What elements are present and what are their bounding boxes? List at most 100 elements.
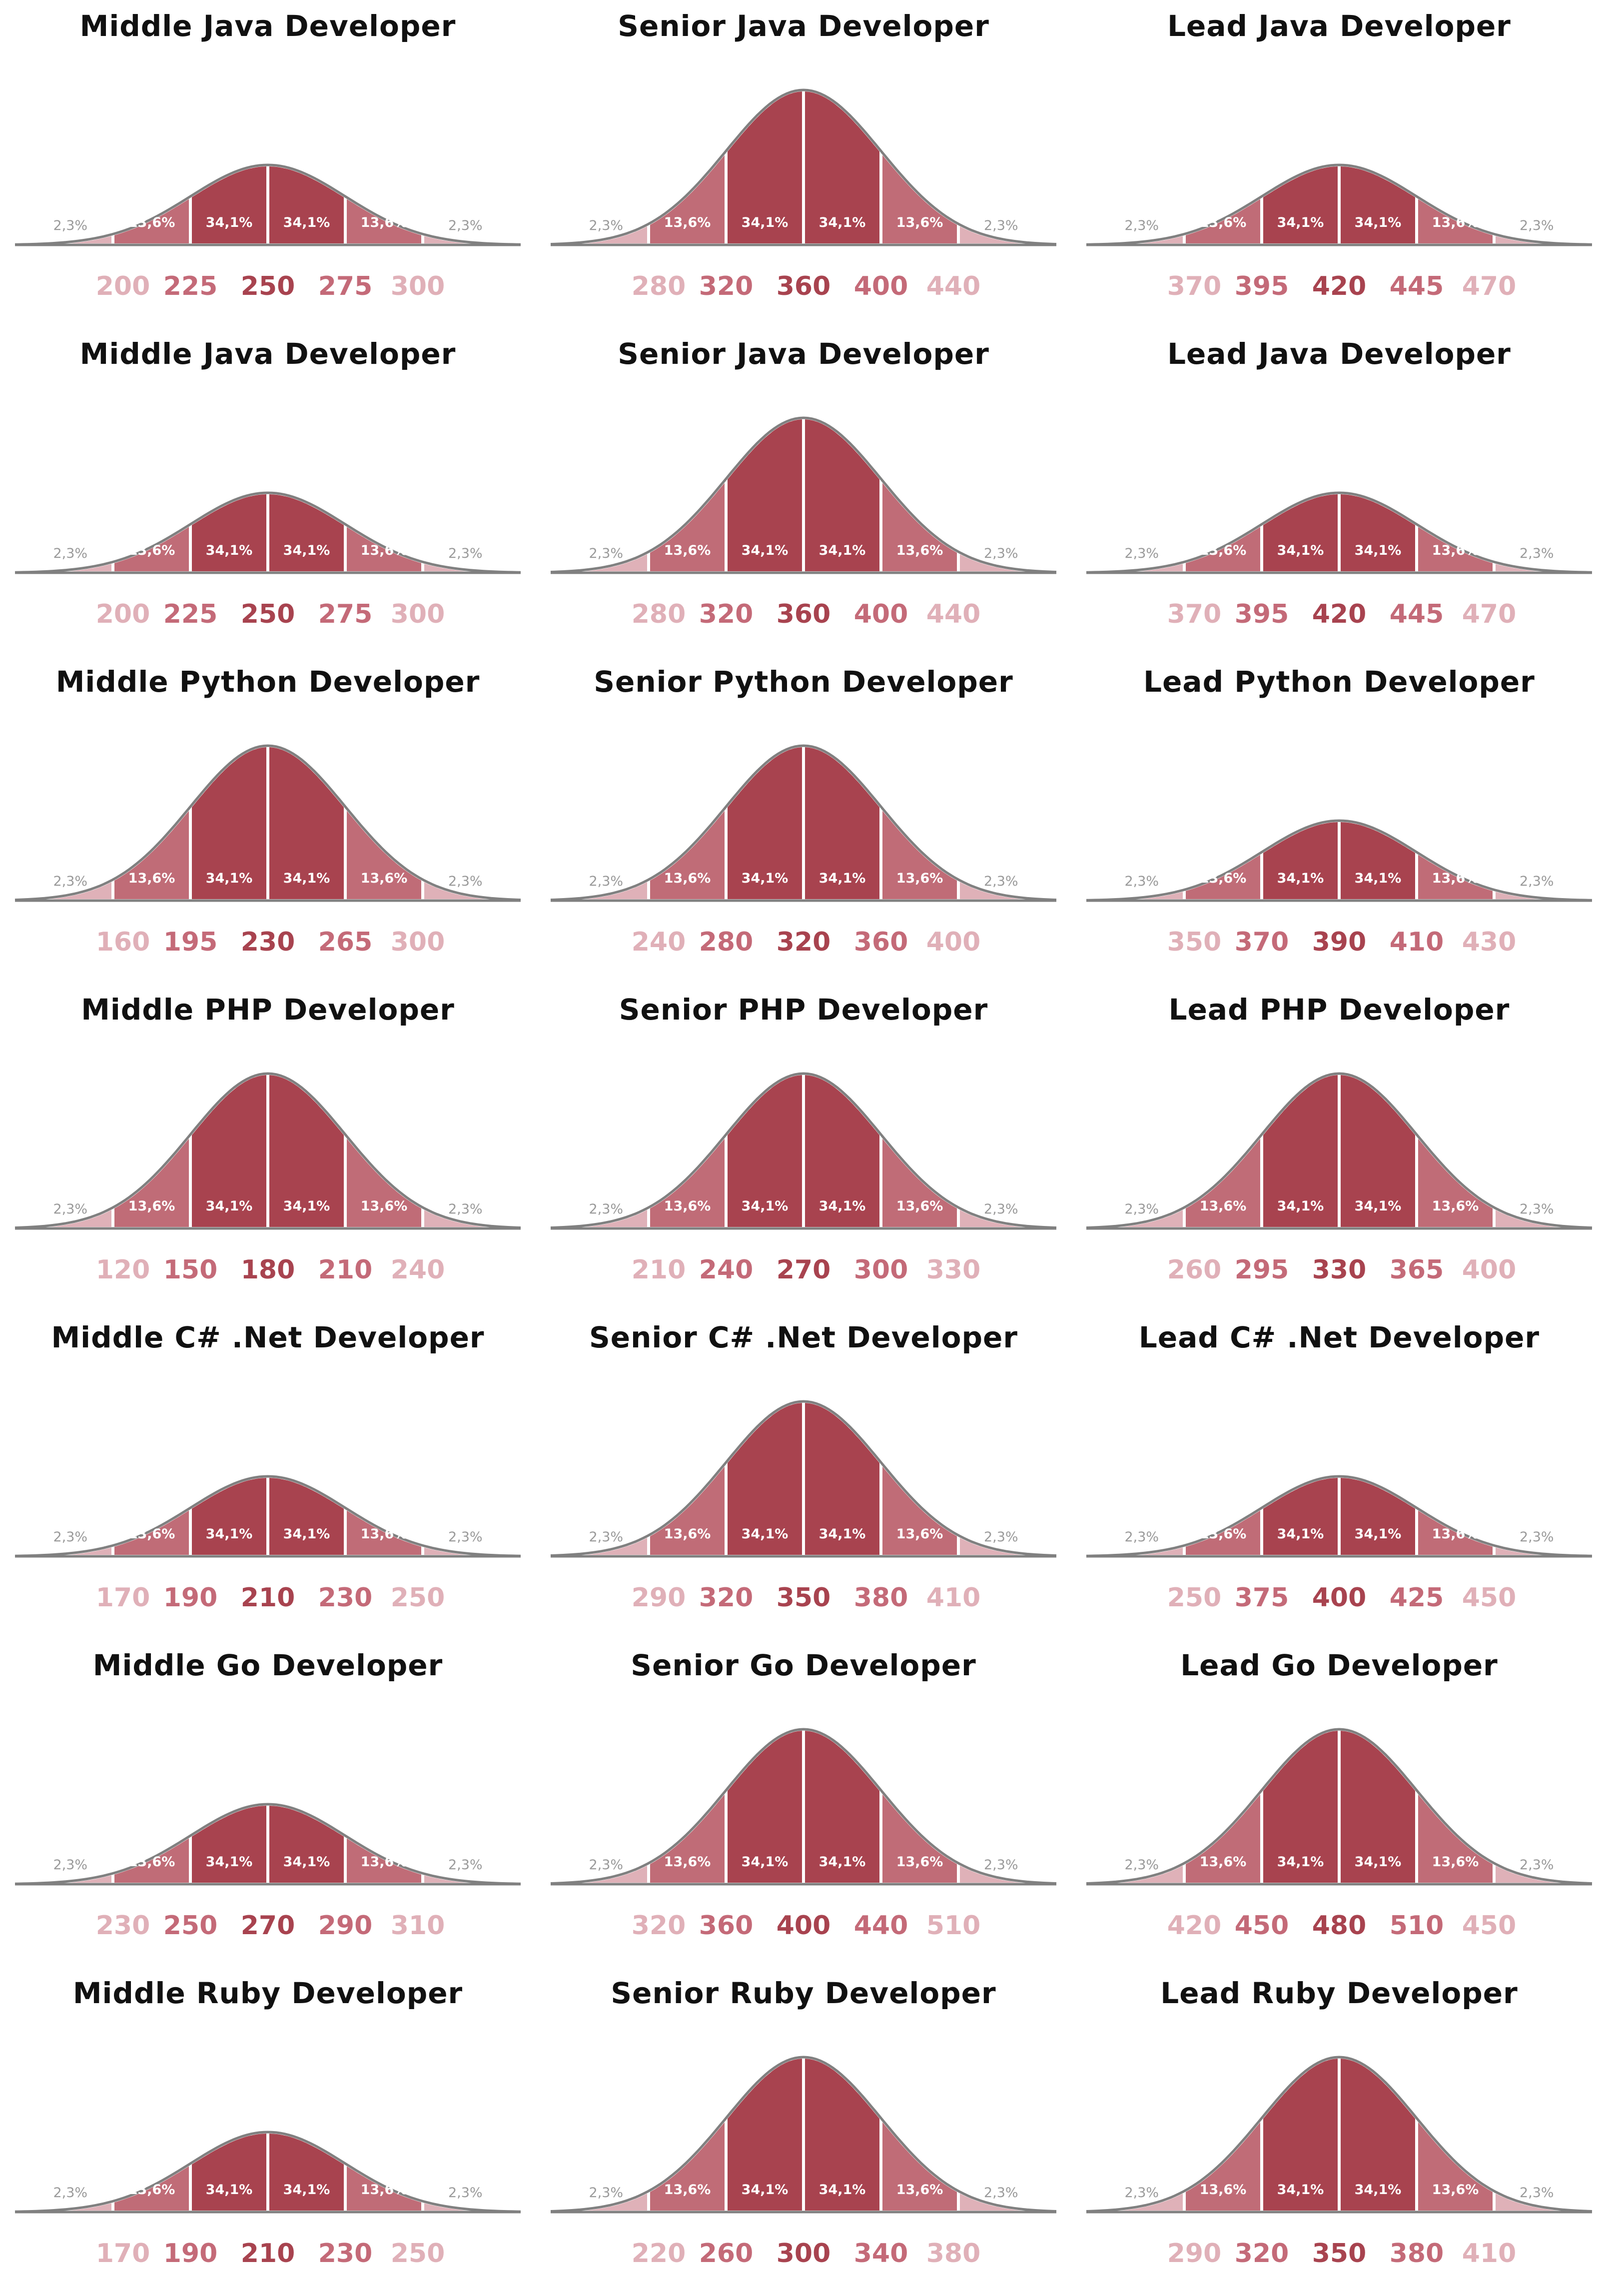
chart-title: Senior Go Developer	[631, 1648, 976, 1682]
segment-percent-label: 34,1%	[206, 543, 253, 558]
x-tick-label: 365	[1390, 1255, 1444, 1285]
x-tick-label: 170	[96, 2239, 150, 2269]
segment-percent-label: 2,3%	[1124, 1201, 1159, 1217]
bell-curve-svg: 2,3% 13,6% 34,1% 34,1% 13,6% 2,3% 290 320 350 380…	[549, 1399, 1058, 1613]
x-tick-label: 400	[926, 927, 981, 957]
segment-percent-label: 34,1%	[206, 1854, 253, 1870]
x-tick-label: 400	[1312, 1583, 1367, 1613]
x-tick-label: 400	[854, 271, 908, 301]
segment-percent-label: 13,6%	[1432, 871, 1479, 886]
x-tick-label: 400	[1462, 1255, 1517, 1285]
segment-percent-label: 34,1%	[283, 1854, 330, 1870]
x-tick-label: 120	[96, 1255, 150, 1285]
segment-percent-label: 34,1%	[283, 1198, 330, 1214]
x-tick-label: 230	[318, 1583, 373, 1613]
segment-percent-label: 13,6%	[1432, 1198, 1479, 1214]
chart-title: Senior Java Developer	[618, 337, 989, 371]
distribution-chart: Senior Python Developer 2,3% 13,6% 34,1% 34,…	[536, 656, 1071, 984]
curve-outline	[550, 1400, 1057, 1557]
segment-percent-label: 13,6%	[361, 215, 408, 230]
x-tick-label: 420	[1312, 599, 1367, 629]
segment-percent-label: 2,3%	[448, 1529, 483, 1545]
bell-curve-svg: 2,3% 13,6% 34,1% 34,1% 13,6% 2,3% 320 360 400 440…	[549, 1727, 1058, 1941]
chart-title: Senior Java Developer	[618, 9, 989, 43]
segment-percent-label: 34,1%	[742, 1854, 789, 1870]
chart-title: Lead Go Developer	[1180, 1648, 1498, 1682]
curve-outline	[550, 88, 1057, 245]
x-tick-label: 210	[632, 1255, 686, 1285]
x-tick-label: 420	[1312, 271, 1367, 301]
segment-percent-label: 34,1%	[819, 1526, 866, 1542]
chart-title: Middle Python Developer	[55, 665, 480, 699]
segment-percent-label: 2,3%	[589, 218, 623, 233]
segment-percent-label: 13,6%	[128, 2182, 175, 2198]
chart-title: Senior Ruby Developer	[611, 1976, 996, 2010]
chart-title: Lead C# .Net Developer	[1138, 1320, 1540, 1354]
segment-percent-label: 13,6%	[128, 1526, 175, 1542]
segment-percent-label: 2,3%	[448, 2185, 483, 2201]
segment-percent-label: 13,6%	[664, 1198, 711, 1214]
segment-percent-label: 13,6%	[361, 1854, 408, 1870]
segment-percent-label: 2,3%	[53, 1529, 87, 1545]
segment-percent-label: 2,3%	[1520, 1201, 1554, 1217]
x-tick-label: 425	[1390, 1583, 1444, 1613]
segment-percent-label: 13,6%	[128, 1854, 175, 1870]
segment-percent-label: 13,6%	[896, 871, 943, 886]
segment-percent-label: 13,6%	[1200, 1854, 1247, 1870]
x-tick-label: 240	[699, 1255, 754, 1285]
segment-percent-label: 2,3%	[53, 1857, 87, 1873]
x-tick-label: 265	[318, 927, 373, 957]
chart-title: Lead Java Developer	[1167, 9, 1511, 43]
segment-percent-label: 2,3%	[1520, 218, 1554, 233]
x-tick-label: 200	[96, 599, 150, 629]
segment-percent-label: 13,6%	[1200, 1526, 1247, 1542]
x-tick-label: 320	[777, 927, 831, 957]
bell-curve-svg: 2,3% 13,6% 34,1% 34,1% 13,6% 2,3% 370 395 420 445…	[1085, 491, 1594, 629]
segment-percent-label: 34,1%	[206, 1198, 253, 1214]
curve-outline	[550, 2056, 1057, 2213]
segment-percent-label: 2,3%	[1520, 1857, 1554, 1873]
x-tick-label: 290	[1167, 2239, 1222, 2269]
segment-percent-label: 13,6%	[128, 215, 175, 230]
segment-percent-label: 2,3%	[589, 1201, 623, 1217]
x-tick-label: 380	[926, 2239, 981, 2269]
x-tick-label: 195	[163, 927, 218, 957]
segment-percent-label: 2,3%	[1520, 2185, 1554, 2201]
bell-curve-svg: 2,3% 13,6% 34,1% 34,1% 13,6% 2,3% 290 320 350 380…	[1085, 2055, 1594, 2269]
segment-percent-label: 34,1%	[1277, 1198, 1324, 1214]
segment-percent-label: 2,3%	[984, 874, 1018, 889]
segment-percent-label: 2,3%	[53, 1201, 87, 1217]
x-tick-label: 300	[391, 927, 445, 957]
x-tick-label: 295	[1235, 1255, 1289, 1285]
segment-percent-label: 2,3%	[984, 1529, 1018, 1545]
bell-curve-svg: 2,3% 13,6% 34,1% 34,1% 13,6% 2,3% 200 225 250 275…	[13, 491, 522, 629]
segment-percent-label: 13,6%	[128, 871, 175, 886]
distribution-chart: Middle Ruby Developer 2,3% 13,6% 34,1% 34,1%…	[0, 1967, 536, 2295]
x-tick-label: 380	[1390, 2239, 1444, 2269]
segment-percent-label: 34,1%	[1355, 215, 1402, 230]
segment-percent-label: 34,1%	[819, 543, 866, 558]
curve-segment	[1260, 491, 1341, 574]
segment-percent-label: 13,6%	[896, 1198, 943, 1214]
distribution-chart: Middle Go Developer 2,3% 13,6% 34,1% 34,1% 13…	[0, 1639, 536, 1967]
chart-title: Middle Java Developer	[79, 9, 456, 43]
distribution-chart: Lead PHP Developer 2,3% 13,6% 34,1% 34,1% 13,…	[1071, 984, 1607, 1311]
segment-percent-label: 34,1%	[1277, 1526, 1324, 1542]
curve-outline	[14, 1072, 521, 1229]
x-tick-label: 450	[1462, 1583, 1517, 1613]
segment-percent-label: 2,3%	[448, 874, 483, 889]
segment-percent-label: 2,3%	[1124, 2185, 1159, 2201]
chart-title: Middle C# .Net Developer	[51, 1320, 485, 1354]
x-tick-label: 320	[632, 1911, 686, 1941]
curve-segment	[266, 163, 347, 246]
segment-percent-label: 13,6%	[1432, 215, 1479, 230]
x-tick-label: 300	[777, 2239, 831, 2269]
segment-percent-label: 2,3%	[53, 546, 87, 561]
x-tick-label: 290	[632, 1583, 686, 1613]
x-tick-label: 200	[96, 271, 150, 301]
segment-percent-label: 34,1%	[1355, 2182, 1402, 2198]
distribution-chart: Lead Ruby Developer 2,3% 13,6% 34,1% 34,1% 13…	[1071, 1967, 1607, 2295]
bell-curve-svg: 2,3% 13,6% 34,1% 34,1% 13,6% 2,3% 280 320 360 400…	[549, 88, 1058, 301]
x-tick-label: 440	[854, 1911, 908, 1941]
